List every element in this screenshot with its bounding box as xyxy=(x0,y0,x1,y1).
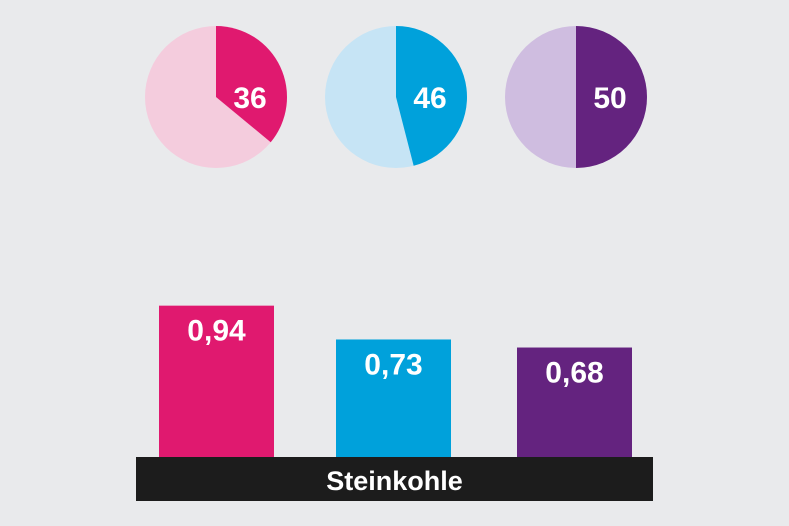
pie-value-slice xyxy=(396,26,468,166)
category-band: Steinkohle xyxy=(136,457,653,501)
baseline-band xyxy=(136,457,653,501)
bar-1: 0,94 xyxy=(159,305,274,457)
pie-1: 36 xyxy=(145,26,288,168)
bar-2: 0,73 xyxy=(336,339,451,457)
pie-charts: 36 46 50 xyxy=(145,26,647,168)
pie-2: 46 xyxy=(325,26,468,168)
bar-3: 0,68 xyxy=(517,347,632,457)
bar-rect xyxy=(159,305,274,457)
pie-value-label: 50 xyxy=(593,82,626,115)
pie-3: 50 xyxy=(505,26,647,168)
pie-value-slice xyxy=(576,26,647,168)
bar-rect xyxy=(517,347,632,457)
pie-value-slice xyxy=(216,26,288,143)
pie-value-label: 46 xyxy=(413,82,446,115)
bar-value-label: 0,68 xyxy=(545,357,603,390)
pie-value-label: 36 xyxy=(233,82,266,115)
bar-rect xyxy=(336,339,451,457)
bar-value-label: 0,73 xyxy=(364,348,422,381)
category-label: Steinkohle xyxy=(326,466,463,496)
bar-value-label: 0,94 xyxy=(187,315,246,348)
bar-chart: 0,94 0,73 0,68 xyxy=(159,305,632,457)
